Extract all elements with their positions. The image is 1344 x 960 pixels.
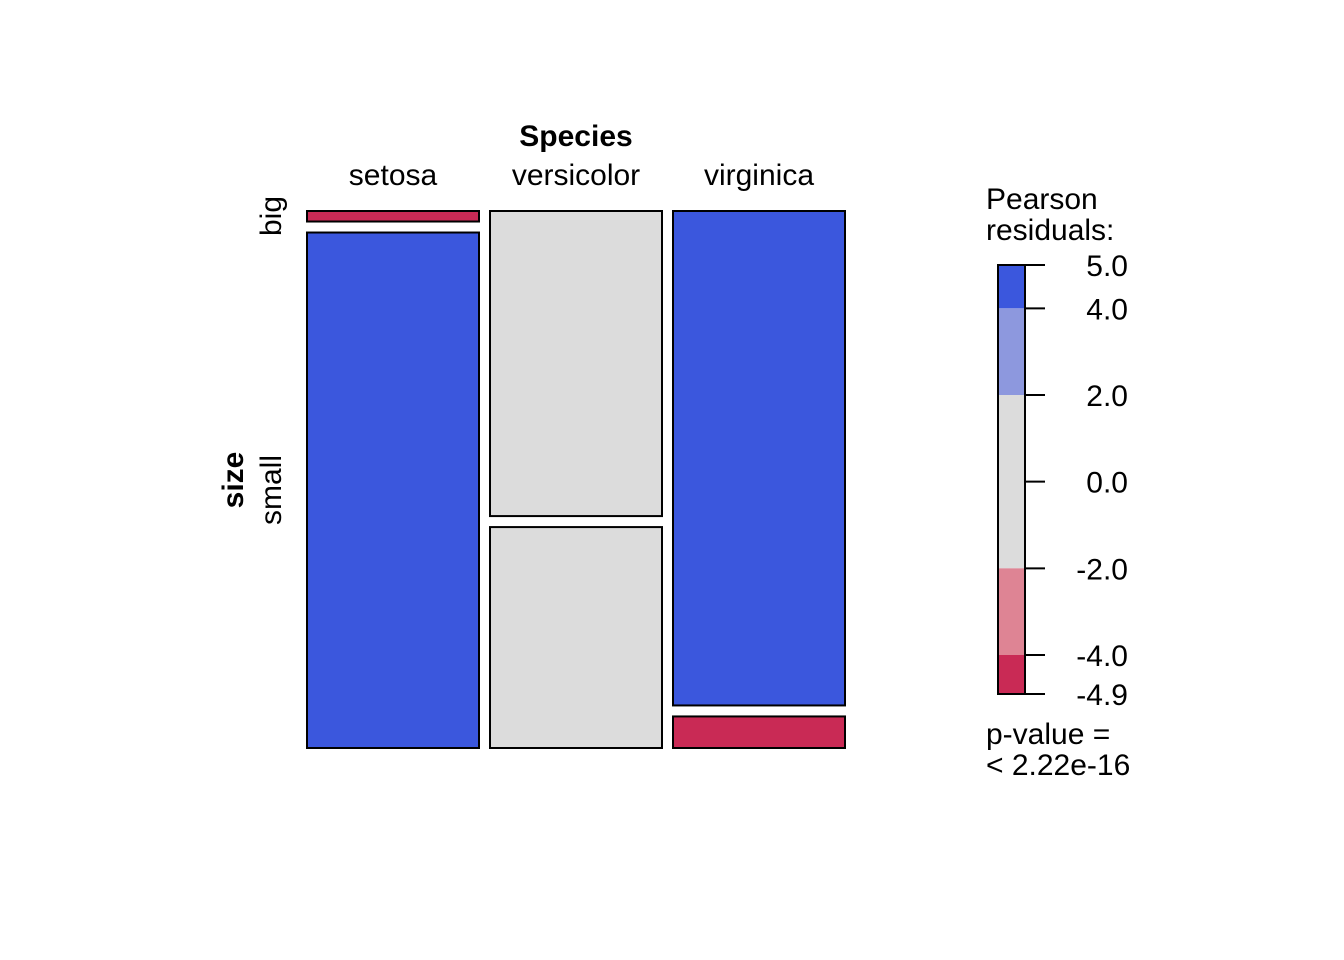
tile-versicolor-big (489, 210, 663, 518)
legend-tick-label: -4.9 (1076, 679, 1128, 712)
row-variable-title: size (217, 452, 250, 509)
legend-bar-border (997, 264, 1026, 695)
legend-band-4 (998, 655, 1025, 694)
mosaic-tiles (306, 210, 846, 750)
legend-title-line1: Pearson (986, 183, 1098, 216)
pvalue-line1: p-value = (986, 718, 1110, 751)
row-label-big: big (255, 196, 288, 236)
legend-title-line2: residuals: (986, 214, 1114, 247)
tile-versicolor-small (489, 526, 663, 750)
legend-tick-label: 4.0 (1086, 293, 1128, 326)
tile-setosa-big (306, 210, 480, 223)
pvalue-line2: < 2.22e-16 (986, 749, 1130, 782)
column-label-versicolor: versicolor (512, 159, 640, 192)
legend-band-0 (998, 265, 1025, 309)
legend-tick-label: -2.0 (1076, 553, 1128, 586)
legend-tick-label: 2.0 (1086, 380, 1128, 413)
tile-virginica-small (672, 715, 846, 750)
legend-band-1 (998, 308, 1025, 395)
tile-virginica-big (672, 210, 846, 707)
legend-band-2 (998, 395, 1025, 569)
column-variable-title: Species (519, 120, 632, 153)
column-label-virginica: virginica (704, 159, 814, 192)
row-label-small: small (255, 455, 288, 525)
legend-tick-label: 5.0 (1086, 250, 1128, 283)
column-label-setosa: setosa (349, 159, 438, 192)
legend-tick-label: 0.0 (1086, 467, 1128, 500)
legend-tick-label: -4.0 (1076, 640, 1128, 673)
legend-ticks: 5.0 4.0 2.0 0.0 -2.0 -4.0 -4.9 (1025, 250, 1128, 712)
legend-color-bar (997, 264, 1026, 695)
tile-setosa-small (306, 231, 480, 749)
legend-band-3 (998, 568, 1025, 655)
